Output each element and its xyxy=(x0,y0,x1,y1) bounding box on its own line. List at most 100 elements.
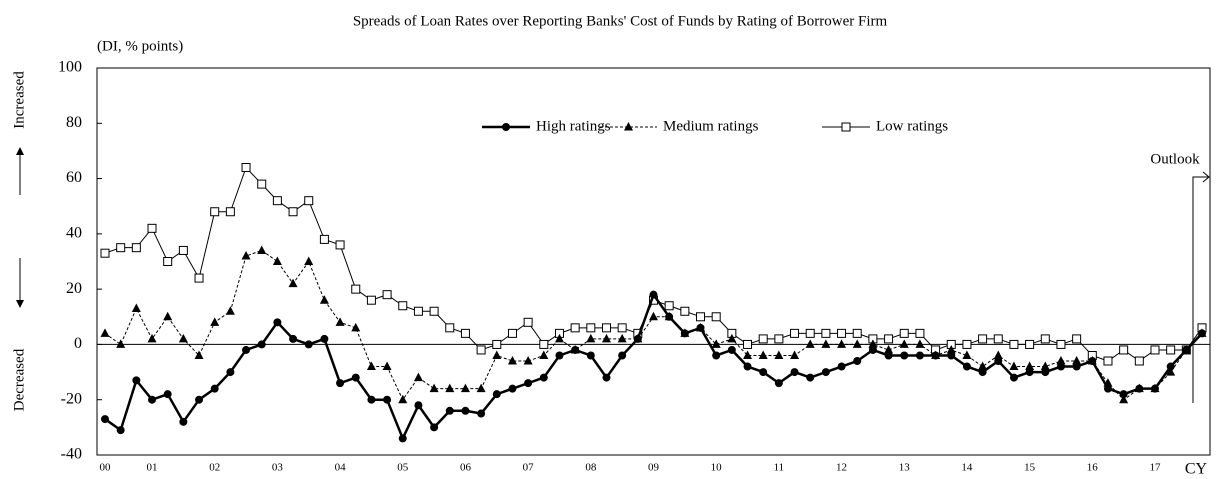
point xyxy=(554,333,564,343)
x-axis-label: CY xyxy=(1185,461,1208,478)
point xyxy=(712,351,721,360)
chart-subtitle: (DI, % points) xyxy=(97,38,183,54)
x-tick-label: 03 xyxy=(272,462,284,474)
series xyxy=(100,163,1207,366)
point xyxy=(743,350,753,359)
point xyxy=(947,351,956,360)
x-tick-label: 10 xyxy=(711,462,723,474)
point xyxy=(116,426,125,435)
point xyxy=(304,340,313,349)
point xyxy=(413,306,423,316)
point xyxy=(163,311,173,321)
point xyxy=(1182,345,1191,354)
point xyxy=(1166,362,1175,371)
point xyxy=(367,395,376,404)
point xyxy=(1119,394,1129,404)
point xyxy=(649,290,658,299)
point xyxy=(179,417,188,426)
point xyxy=(743,362,752,371)
point xyxy=(617,333,627,343)
point xyxy=(868,345,877,354)
point xyxy=(618,351,627,360)
y-tick-label: 100 xyxy=(58,59,82,76)
point xyxy=(1119,390,1128,399)
point xyxy=(602,373,611,382)
x-tick-label: 02 xyxy=(209,462,220,474)
x-tick-label: 12 xyxy=(836,462,847,474)
point xyxy=(1135,384,1144,393)
point xyxy=(242,345,251,354)
point xyxy=(1009,361,1019,371)
point xyxy=(398,301,408,311)
point xyxy=(194,350,204,359)
point xyxy=(507,356,517,365)
x-tick-label: 11 xyxy=(774,462,785,474)
point xyxy=(539,350,549,359)
point xyxy=(272,256,282,265)
point xyxy=(319,295,329,304)
x-tick-label: 08 xyxy=(585,462,597,474)
point xyxy=(696,312,706,322)
point xyxy=(523,317,533,327)
y-tick-label: -20 xyxy=(61,390,82,407)
point xyxy=(821,339,831,348)
point xyxy=(1072,356,1082,365)
point xyxy=(774,350,784,359)
annotation: Outlook xyxy=(1150,151,1200,167)
point xyxy=(743,339,753,349)
point xyxy=(571,345,580,354)
point xyxy=(413,372,423,382)
point xyxy=(711,312,721,322)
point xyxy=(178,333,188,343)
legend-label: High ratings xyxy=(536,118,611,134)
point xyxy=(649,311,658,321)
point xyxy=(163,390,172,399)
point xyxy=(899,328,909,338)
point xyxy=(1025,361,1035,371)
point xyxy=(978,361,988,371)
point xyxy=(1040,334,1050,344)
y-tick-label: -40 xyxy=(61,446,82,463)
plot-frame xyxy=(96,67,1211,456)
point xyxy=(586,333,596,343)
point xyxy=(841,122,851,132)
point xyxy=(696,323,705,332)
point xyxy=(962,339,972,349)
point xyxy=(178,245,188,255)
point xyxy=(460,383,470,393)
point xyxy=(1103,356,1113,366)
point xyxy=(225,306,235,315)
point xyxy=(1009,339,1019,349)
point xyxy=(884,334,894,344)
point xyxy=(210,317,220,326)
point xyxy=(336,379,345,388)
point xyxy=(868,339,878,348)
point xyxy=(586,323,596,333)
point xyxy=(351,322,361,332)
point xyxy=(899,339,909,348)
point xyxy=(131,303,141,312)
point xyxy=(790,368,799,377)
point xyxy=(1103,384,1112,393)
point xyxy=(398,434,407,443)
point xyxy=(320,334,329,343)
point xyxy=(758,350,768,359)
point xyxy=(382,361,392,371)
point xyxy=(774,379,783,388)
point xyxy=(759,368,768,377)
point xyxy=(100,248,110,258)
point xyxy=(101,415,109,424)
point xyxy=(727,333,737,343)
y-tick-label: 0 xyxy=(74,335,82,352)
point xyxy=(1198,329,1206,338)
outlook-bracket xyxy=(1192,171,1210,403)
point xyxy=(1119,345,1129,355)
point xyxy=(1040,361,1050,371)
point xyxy=(195,395,204,404)
point xyxy=(288,278,298,288)
point xyxy=(837,362,846,371)
point xyxy=(524,379,533,388)
point xyxy=(586,351,595,360)
series-line xyxy=(104,249,1203,401)
point xyxy=(805,328,815,338)
